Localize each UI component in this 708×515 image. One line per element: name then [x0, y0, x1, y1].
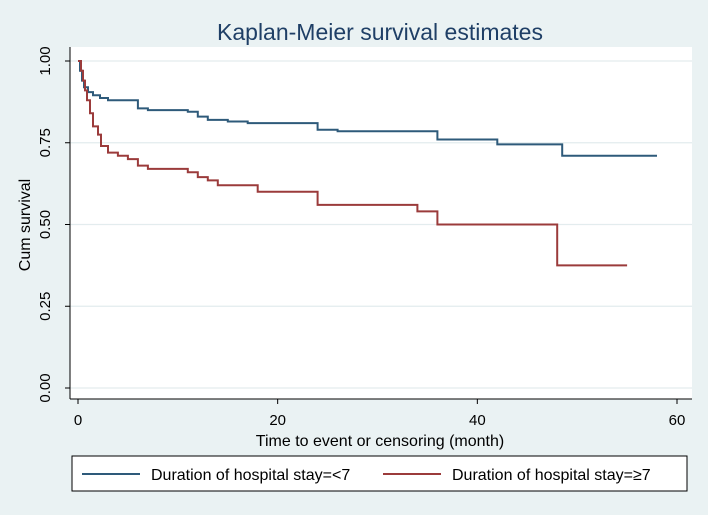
series-line-long-stay [78, 60, 628, 267]
y-axis-label: Cum survival [17, 179, 34, 271]
x-ticks: 0 20 40 60 [74, 399, 686, 429]
legend-box [71, 455, 688, 492]
x-tick-label: 20 [269, 412, 286, 429]
y-tick-label: 1.00 [37, 46, 54, 75]
legend-label-long-stay: Duration of hospital stay=≥7 [452, 467, 651, 484]
grid [70, 60, 692, 389]
legend-label-short-stay: Duration of hospital stay=<7 [151, 467, 350, 484]
x-tick-label: 40 [469, 412, 486, 429]
x-tick-label: 60 [669, 412, 686, 429]
x-axis-label: Time to event or censoring (month) [256, 433, 504, 450]
y-tick-label: 0.00 [37, 373, 54, 402]
plot-area [70, 47, 692, 399]
y-ticks: 0.00 0.25 0.50 0.75 1.00 [37, 46, 70, 403]
y-tick-label: 0.75 [37, 128, 54, 157]
x-tick-label: 0 [74, 412, 82, 429]
y-tick-label: 0.50 [37, 210, 54, 239]
y-tick-label: 0.25 [37, 292, 54, 321]
series-group [78, 60, 657, 267]
legend: Duration of hospital stay=<7 Duration of… [71, 455, 688, 492]
chart-title: Kaplan-Meier survival estimates [217, 19, 543, 45]
